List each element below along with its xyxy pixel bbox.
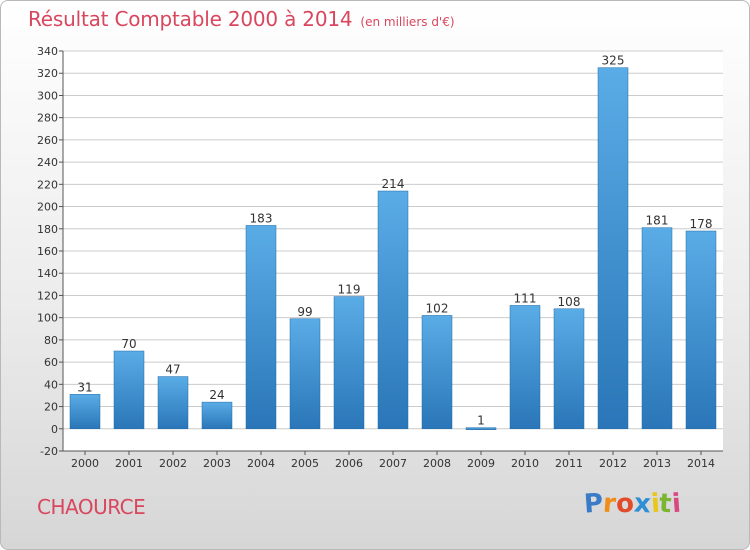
bar-value-label: 214 xyxy=(382,177,405,191)
y-tick-label: 280 xyxy=(37,112,58,125)
bar xyxy=(465,427,497,430)
bar-value-label: 1 xyxy=(477,414,485,428)
bar xyxy=(597,67,629,430)
bar xyxy=(245,225,277,430)
bar xyxy=(69,394,101,430)
x-tick-label: 2011 xyxy=(555,457,583,470)
y-tick-label: 300 xyxy=(37,89,58,102)
bar-value-label: 325 xyxy=(602,54,625,68)
bar-value-label: 70 xyxy=(121,337,136,351)
x-tick-label: 2009 xyxy=(467,457,495,470)
bar-value-label: 178 xyxy=(690,217,713,231)
y-tick-label: 60 xyxy=(44,356,58,369)
x-tick-label: 2005 xyxy=(291,457,319,470)
bar-value-label: 31 xyxy=(77,380,92,394)
bar-value-label: 24 xyxy=(209,388,224,402)
x-tick-label: 2010 xyxy=(511,457,539,470)
bar-value-label: 183 xyxy=(250,211,273,225)
x-tick-label: 2003 xyxy=(203,457,231,470)
bar xyxy=(553,308,585,430)
bar xyxy=(421,315,453,430)
chart-title-text: Résultat Comptable 2000 à 2014 xyxy=(28,7,353,31)
x-tick-label: 2001 xyxy=(115,457,143,470)
bar xyxy=(289,318,321,430)
bar xyxy=(377,190,409,430)
y-tick-label: 20 xyxy=(44,401,58,414)
y-tick-label: -20 xyxy=(40,445,58,458)
proxiti-logo: Proxiti xyxy=(582,488,682,520)
logo-letter: P xyxy=(582,488,605,520)
x-tick-label: 2004 xyxy=(247,457,275,470)
bar-value-label: 99 xyxy=(297,305,312,319)
chart-title: Résultat Comptable 2000 à 2014 (en millie… xyxy=(28,7,455,31)
y-tick-label: 200 xyxy=(37,201,58,214)
city-name: CHAOURCE xyxy=(37,495,146,519)
bar xyxy=(333,296,365,430)
bar-value-label: 111 xyxy=(514,291,537,305)
bar xyxy=(509,305,541,430)
bar-value-label: 102 xyxy=(426,301,449,315)
y-tick-label: 0 xyxy=(51,423,58,436)
y-tick-label: 40 xyxy=(44,378,58,391)
y-tick-label: 160 xyxy=(37,245,58,258)
bar-value-label: 47 xyxy=(165,363,180,377)
chart-subtitle: (en milliers d'€) xyxy=(360,15,455,29)
logo-letter: o xyxy=(614,488,635,520)
x-tick-label: 2008 xyxy=(423,457,451,470)
y-tick-label: 240 xyxy=(37,156,58,169)
y-tick-label: 140 xyxy=(37,267,58,280)
bar-value-label: 108 xyxy=(558,295,581,309)
x-tick-label: 2007 xyxy=(379,457,407,470)
y-tick-label: 180 xyxy=(37,223,58,236)
x-tick-label: 2012 xyxy=(599,457,627,470)
bar-value-label: 181 xyxy=(646,214,669,228)
y-tick-label: 340 xyxy=(37,45,58,58)
bar xyxy=(157,376,189,430)
y-tick-label: 220 xyxy=(37,178,58,191)
bar xyxy=(685,230,717,430)
bar xyxy=(201,401,233,430)
x-tick-label: 2000 xyxy=(71,457,99,470)
y-tick-label: 260 xyxy=(37,134,58,147)
logo-letter: x xyxy=(632,488,652,520)
logo-letter: i xyxy=(670,488,682,520)
y-tick-label: 100 xyxy=(37,312,58,325)
y-tick-label: 120 xyxy=(37,289,58,302)
bar xyxy=(113,350,145,430)
x-tick-label: 2006 xyxy=(335,457,363,470)
y-tick-label: 320 xyxy=(37,67,58,80)
x-tick-label: 2014 xyxy=(687,457,715,470)
x-tick-label: 2002 xyxy=(159,457,187,470)
bar-value-label: 119 xyxy=(338,283,361,297)
x-tick-label: 2013 xyxy=(643,457,671,470)
bar xyxy=(641,227,673,430)
y-tick-label: 80 xyxy=(44,334,58,347)
